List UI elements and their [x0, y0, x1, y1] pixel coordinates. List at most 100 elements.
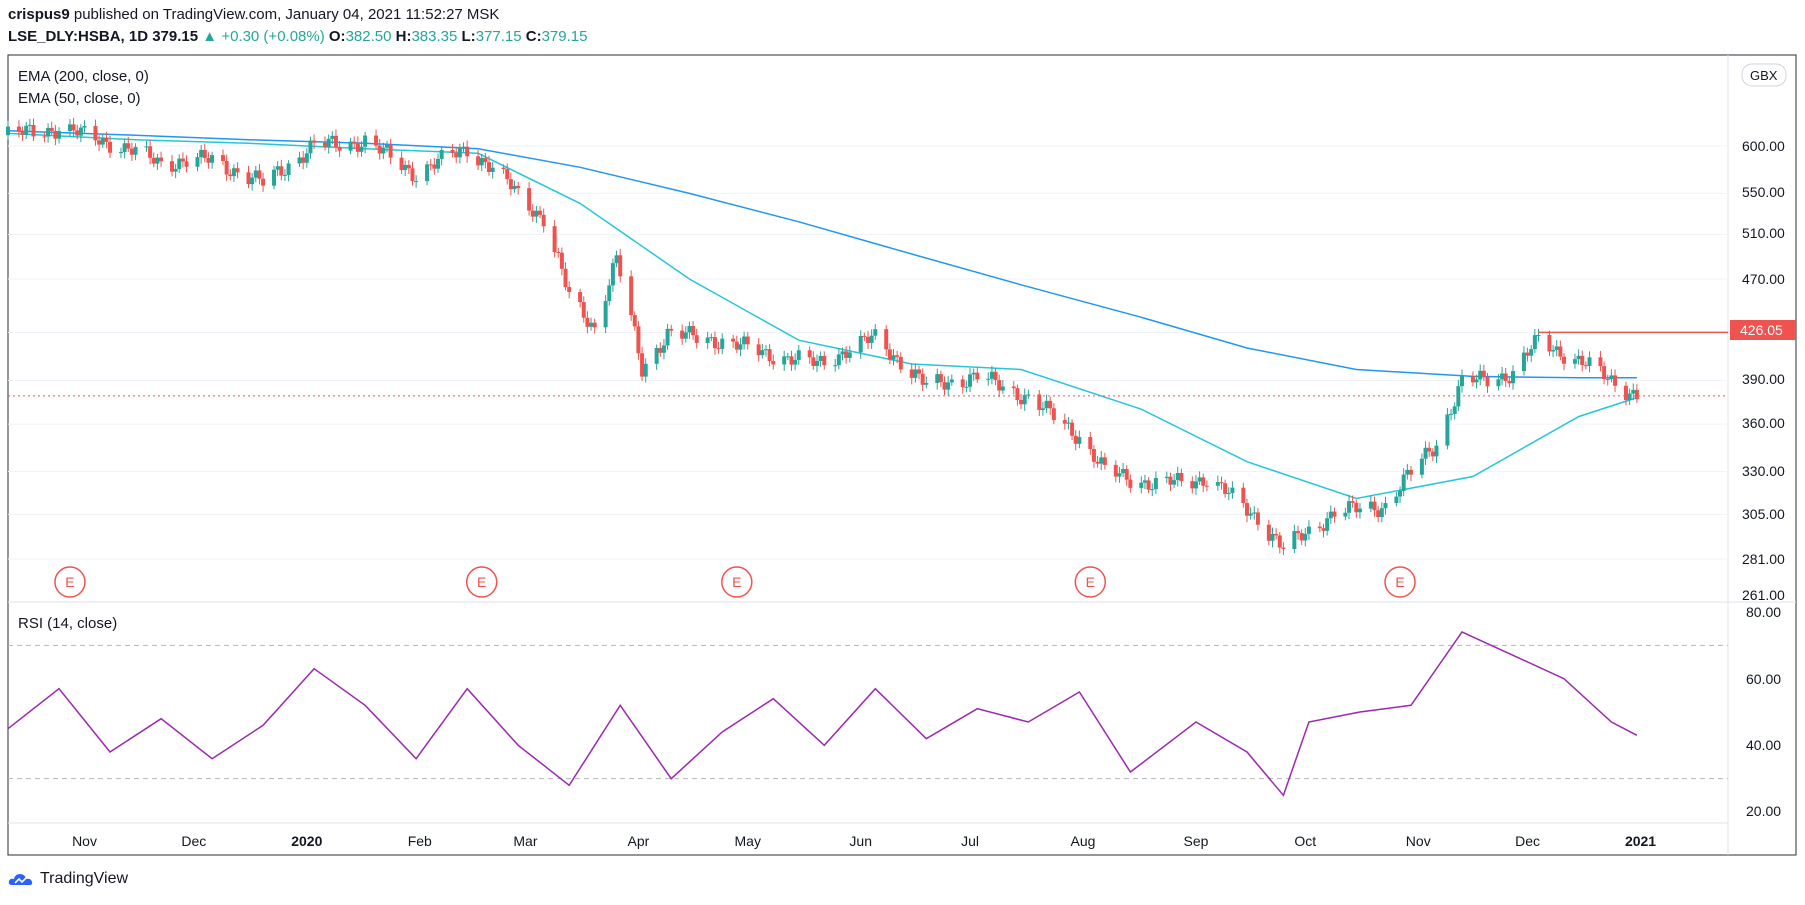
- candle-body: [534, 210, 539, 217]
- candle-body: [97, 140, 102, 145]
- candle-body: [891, 355, 896, 360]
- tradingview-logo[interactable]: TradingView: [8, 870, 128, 888]
- candle-body: [1587, 357, 1592, 366]
- candle-body: [31, 124, 36, 137]
- candle-body: [603, 301, 608, 328]
- candle-body: [282, 174, 287, 176]
- candle-body: [49, 127, 54, 131]
- earnings-marker: [721, 566, 753, 598]
- currency-badge[interactable]: [1741, 63, 1787, 87]
- candle-body: [1379, 508, 1384, 518]
- candle-body: [847, 352, 852, 358]
- horizontal-line[interactable]: [8, 331, 1728, 397]
- time-axis[interactable]: Nov Dec 2020 Feb Mar Apr May Jun Jul Aug Sep Oct Nov…: [72, 833, 1656, 849]
- candle-body: [1117, 473, 1122, 477]
- candle-body: [844, 351, 849, 358]
- candle-body: [884, 329, 889, 350]
- candle-body: [148, 146, 153, 158]
- candle-body: [840, 351, 845, 355]
- candle-body: [989, 371, 994, 379]
- brand-name: TradingView: [40, 870, 129, 887]
- author-name[interactable]: crispus9: [8, 6, 70, 23]
- rsi-line[interactable]: [7, 631, 1638, 797]
- rsi-legend[interactable]: RSI (14, close): [18, 615, 117, 632]
- candle-body: [1368, 501, 1373, 509]
- candle-body: [1011, 386, 1016, 389]
- price-axis[interactable]: 600.00 550.00 510.00 470.00 390.00 360.0…: [1742, 138, 1785, 603]
- x-tick: Nov: [72, 833, 97, 849]
- candle-body: [425, 164, 430, 182]
- x-tick: Mar: [513, 833, 537, 849]
- rsi-axis[interactable]: 80.00 60.00 40.00 20.00: [1746, 604, 1781, 819]
- candle-body: [640, 353, 645, 377]
- candle-body: [410, 168, 415, 182]
- chart[interactable]: E E E E E 600.00 550.00 510.00 470.00 390.00…: [0, 0, 1805, 860]
- candle-body: [1602, 366, 1607, 380]
- earnings-label: E: [1395, 574, 1404, 590]
- candle-body: [428, 164, 433, 166]
- earnings-label: E: [65, 574, 74, 590]
- candle-body: [1525, 352, 1530, 356]
- candle-body: [742, 336, 747, 345]
- candle-body: [144, 146, 149, 148]
- published-text: published on TradingView.com, January 04…: [73, 6, 500, 23]
- ema50-path: [7, 132, 1638, 500]
- candle-body: [1223, 483, 1228, 494]
- candle-body: [432, 164, 437, 169]
- ema50-legend[interactable]: EMA (50, close, 0): [18, 90, 141, 107]
- candle-body: [108, 141, 113, 153]
- candle-body: [1481, 370, 1486, 377]
- high-label: H:: [395, 28, 412, 45]
- ema50-line[interactable]: [7, 132, 1638, 500]
- candle-body: [384, 145, 389, 148]
- candle-body: [712, 337, 717, 349]
- candle-body: [1226, 493, 1231, 495]
- candle-body: [326, 138, 331, 148]
- candle-body: [512, 185, 517, 190]
- candle-body: [789, 356, 794, 365]
- candle-body: [253, 170, 258, 178]
- candle-body: [184, 161, 189, 167]
- candle-body: [1070, 422, 1075, 436]
- candle-body: [993, 371, 998, 381]
- candle-body: [935, 374, 940, 383]
- candle-body: [563, 268, 568, 288]
- candle-body: [1449, 413, 1454, 415]
- ema200-legend[interactable]: EMA (200, close, 0): [18, 68, 149, 85]
- candle-body: [501, 167, 506, 170]
- ema200-line[interactable]: [7, 130, 1637, 379]
- candle-body: [1274, 533, 1279, 536]
- candle-body: [1292, 531, 1297, 550]
- candle-body: [1554, 346, 1559, 351]
- candle-body: [1485, 376, 1490, 387]
- candle-body: [1332, 511, 1337, 517]
- candles[interactable]: [6, 117, 1639, 555]
- candle-body: [767, 349, 772, 361]
- candle-body: [476, 156, 481, 166]
- candle-body: [439, 149, 444, 159]
- candle-body: [257, 170, 262, 179]
- candle-body: [46, 127, 51, 137]
- candle-body: [756, 344, 761, 356]
- candle-body: [1580, 355, 1585, 366]
- candle-body: [1572, 359, 1577, 364]
- y-tick: 261.00: [1742, 587, 1785, 603]
- candle-body: [796, 350, 801, 360]
- candle-body: [1037, 394, 1042, 410]
- candle-body: [866, 336, 870, 343]
- candle-body: [403, 164, 408, 171]
- price-tag-bg: [1730, 320, 1796, 340]
- candle-body: [1248, 513, 1253, 516]
- candle-body: [1405, 469, 1410, 475]
- candle-body: [814, 360, 819, 366]
- candle-body: [763, 349, 768, 351]
- x-tick: 2020: [291, 833, 322, 849]
- candle-body: [1303, 533, 1308, 541]
- earnings-label: E: [1086, 574, 1095, 590]
- candle-body: [822, 355, 827, 366]
- candle-body: [246, 172, 251, 185]
- candle-body: [1142, 480, 1147, 483]
- candle-body: [1062, 420, 1067, 424]
- candle-body: [169, 161, 174, 172]
